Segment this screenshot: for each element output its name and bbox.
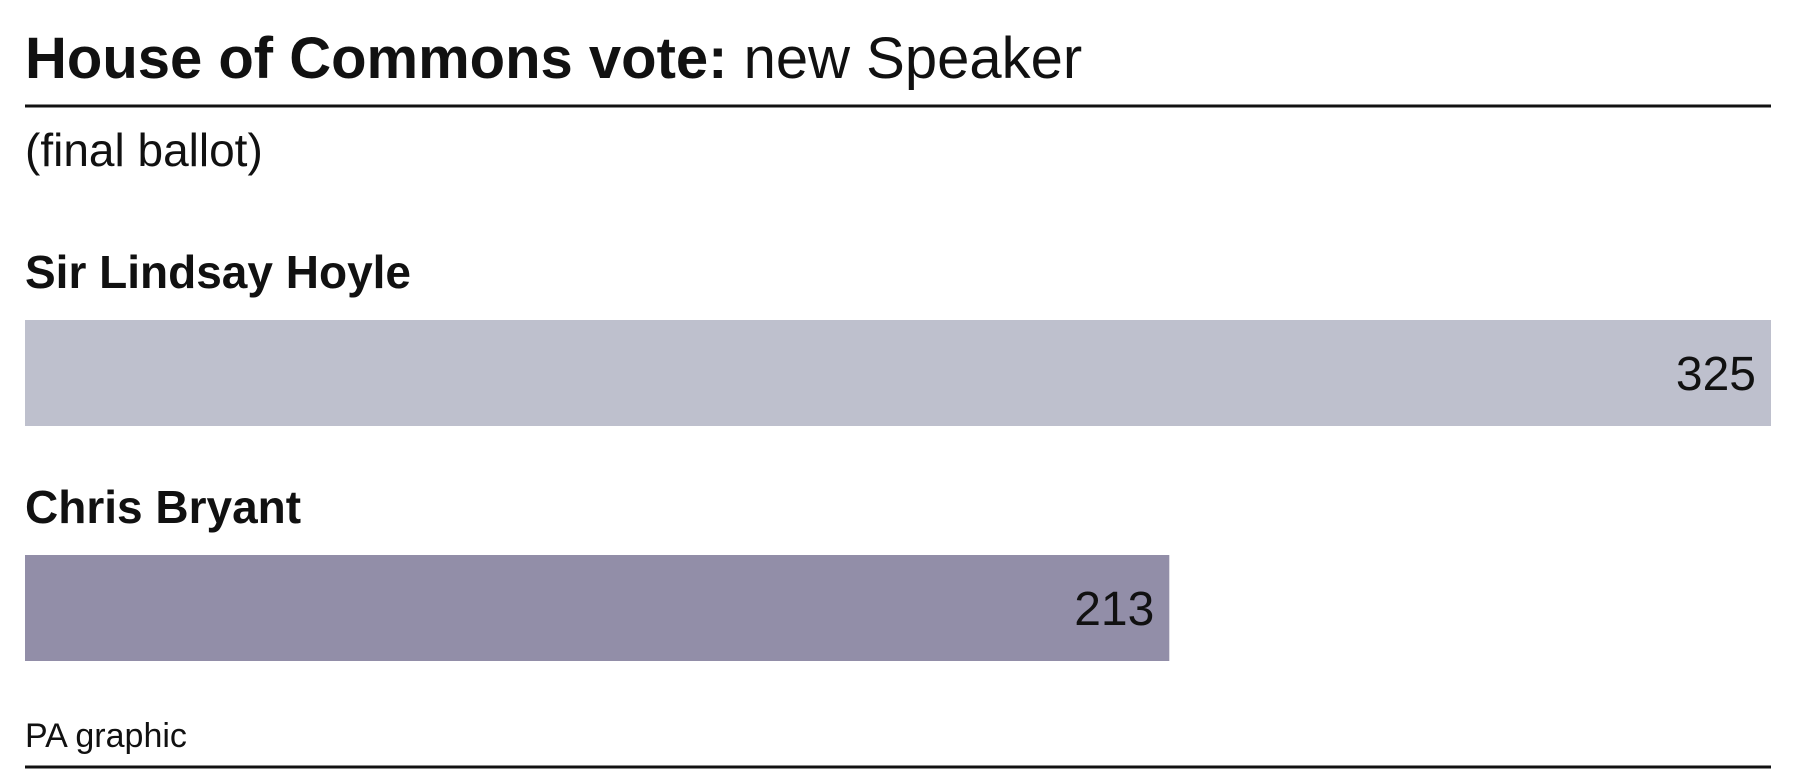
value-label: 213 (1074, 583, 1154, 636)
bar (25, 320, 1771, 426)
source: PA graphic (25, 717, 187, 755)
chart-title: House of Commons vote: new Speaker (25, 26, 1082, 91)
category-label: Chris Bryant (25, 481, 301, 533)
category-label: Sir Lindsay Hoyle (25, 246, 411, 298)
subtitle: (final ballot) (25, 124, 263, 176)
title-bold: House of Commons vote: (25, 26, 728, 91)
value-label: 325 (1676, 348, 1756, 401)
bar (25, 555, 1170, 661)
title-detail: new Speaker (744, 26, 1083, 91)
